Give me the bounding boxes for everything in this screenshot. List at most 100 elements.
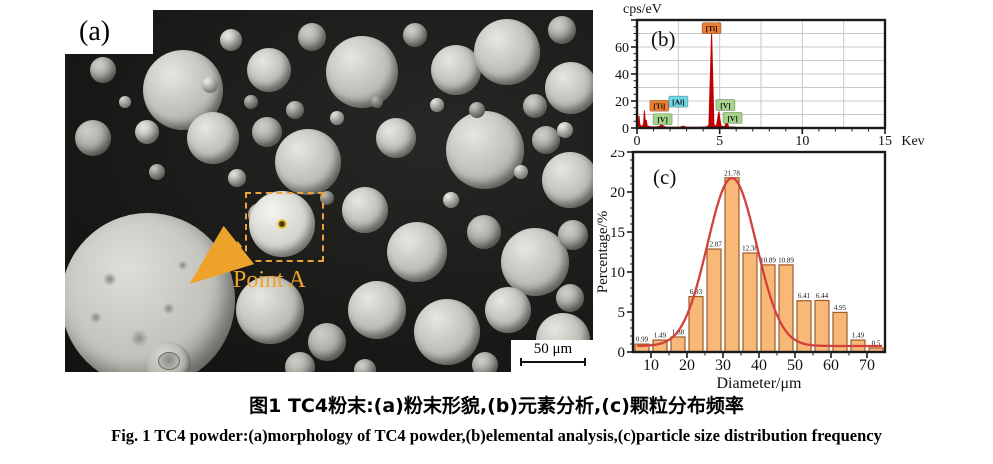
powder-particle <box>326 36 398 108</box>
svg-text:0: 0 <box>634 134 641 149</box>
powder-particle <box>348 281 406 339</box>
powder-particle <box>523 94 547 118</box>
powder-particle <box>557 122 573 138</box>
svg-text:0.5: 0.5 <box>872 340 881 348</box>
powder-particle <box>308 323 346 361</box>
histogram-bar <box>760 264 776 353</box>
histogram-bar <box>742 252 758 353</box>
svg-text:6.44: 6.44 <box>816 292 829 300</box>
element-label-Al: [Al] <box>668 95 689 108</box>
powder-particle <box>446 111 524 189</box>
element-label-V: [V] <box>715 99 736 111</box>
powder-particle <box>244 95 258 109</box>
powder-particle <box>247 48 291 92</box>
scale-bar-line <box>520 358 586 366</box>
svg-text:[Ti]: [Ti] <box>653 102 665 111</box>
svg-text:0: 0 <box>622 122 629 137</box>
svg-text:10.89: 10.89 <box>778 256 794 264</box>
svg-text:10: 10 <box>643 357 659 374</box>
svg-text:15: 15 <box>610 225 625 241</box>
svg-text:(b): (b) <box>651 27 676 51</box>
powder-particle <box>545 62 593 114</box>
svg-text:10: 10 <box>610 265 625 281</box>
svg-text:15: 15 <box>878 134 892 149</box>
powder-particle <box>414 299 480 365</box>
svg-text:10.89: 10.89 <box>760 256 776 264</box>
powder-particle <box>472 352 498 372</box>
powder-particle <box>376 118 416 158</box>
svg-text:10: 10 <box>795 134 809 149</box>
powder-particle <box>149 164 165 180</box>
powder-particle <box>548 16 576 44</box>
gaussian-fit-curve <box>637 176 883 348</box>
eds-chart: 0 20 40 60 0 5 10 15 Kev cps/eV (b) [Ti] [V] [Al] [Ti]… <box>615 2 925 149</box>
powder-particle <box>298 23 326 51</box>
svg-text:[V]: [V] <box>720 101 730 110</box>
powder-particle <box>469 102 485 118</box>
svg-text:50: 50 <box>787 357 803 374</box>
histogram-bar <box>814 299 830 353</box>
svg-text:30: 30 <box>715 357 731 374</box>
svg-text:20: 20 <box>679 357 695 374</box>
histogram-bar <box>670 336 686 353</box>
point-a-label: Point A <box>233 267 306 293</box>
svg-text:[V]: [V] <box>657 115 667 124</box>
svg-text:0: 0 <box>618 345 626 361</box>
powder-particle <box>354 359 376 372</box>
powder-particle <box>485 287 531 333</box>
powder-particle <box>228 169 246 187</box>
svg-text:[Ti]: [Ti] <box>706 24 718 33</box>
powder-particle <box>252 117 282 147</box>
powder-particle <box>371 96 383 108</box>
svg-text:20: 20 <box>610 185 625 201</box>
svg-text:40: 40 <box>615 68 629 83</box>
svg-text:1.49: 1.49 <box>852 332 865 340</box>
svg-text:5: 5 <box>618 305 626 321</box>
powder-particle <box>286 101 304 119</box>
powder-particle <box>236 276 304 344</box>
scale-bar: 50 μm <box>511 340 593 372</box>
svg-text:Kev: Kev <box>901 134 924 149</box>
svg-text:25: 25 <box>610 150 625 161</box>
element-label-Ti: [Ti] <box>649 99 670 112</box>
powder-particle <box>443 192 459 208</box>
powder-particle <box>542 152 593 208</box>
sem-panel: (a) Point A 50 μm <box>65 10 593 372</box>
particle-crater <box>158 352 180 370</box>
caption-english: Fig. 1 TC4 powder:(a)morphology of TC4 p… <box>111 426 882 445</box>
svg-text:1.49: 1.49 <box>654 332 667 340</box>
svg-text:21.78: 21.78 <box>724 169 740 177</box>
svg-text:5: 5 <box>716 134 723 149</box>
powder-particle <box>285 352 315 372</box>
powder-particle <box>532 126 560 154</box>
svg-text:70: 70 <box>859 357 875 374</box>
element-label-V: [V] <box>722 111 743 124</box>
powder-particle <box>187 112 239 164</box>
powder-particle <box>220 29 242 51</box>
powder-particle <box>430 98 444 112</box>
svg-text:cps/eV: cps/eV <box>623 2 662 17</box>
svg-text:(c): (c) <box>653 165 676 189</box>
powder-particle <box>467 215 501 249</box>
point-a-marker <box>277 219 287 229</box>
svg-text:40: 40 <box>751 357 767 374</box>
eds-plot: 0 20 40 60 0 5 10 15 Kev cps/eV (b) [Ti] [V] [Al] [Ti]… <box>615 2 925 149</box>
powder-particle <box>403 23 427 47</box>
element-label-V: [V] <box>652 113 673 126</box>
powder-particle <box>342 187 388 233</box>
svg-text:4.95: 4.95 <box>834 304 847 312</box>
powder-particle <box>135 120 159 144</box>
svg-text:12.38: 12.38 <box>742 244 758 252</box>
powder-particle <box>275 129 341 195</box>
powder-particle <box>514 165 528 179</box>
powder-particle <box>387 222 447 282</box>
svg-text:6.41: 6.41 <box>798 292 811 300</box>
histogram-bar <box>724 177 740 353</box>
powder-particle <box>330 111 344 125</box>
svg-text:Diameter/μm: Diameter/μm <box>717 375 803 392</box>
svg-text:20: 20 <box>615 95 629 110</box>
magnified-particle-inset <box>65 213 235 372</box>
